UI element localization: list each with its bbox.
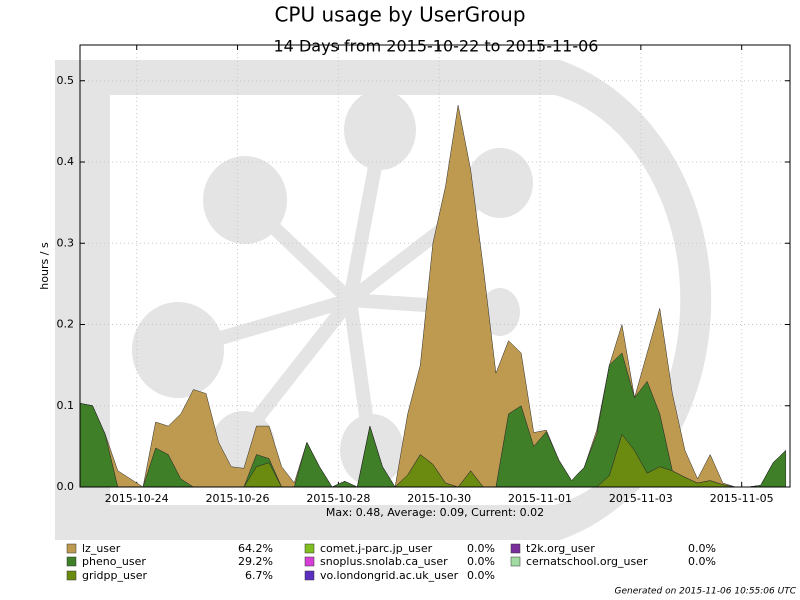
legend-share: 0.0% [467, 555, 495, 568]
legend-label: comet.j-parc.jp_user [320, 542, 433, 555]
watermark-node [467, 148, 533, 218]
legend-swatch [66, 570, 77, 581]
legend-share: 0.0% [467, 569, 495, 582]
legend-share: 6.7% [245, 569, 273, 582]
plot-frame [79, 44, 791, 488]
footer: Generated on 2015-11-06 10:55:06 UTC [615, 587, 797, 597]
y-tick-label: 0.1 [57, 399, 75, 412]
legend-share: 29.2% [238, 555, 273, 568]
legend-swatch [304, 556, 315, 567]
legend-label: gridpp_user [82, 569, 147, 582]
x-tick-label: 2015-10-24 [105, 492, 169, 505]
legend-swatch [304, 570, 315, 581]
legend-swatch [510, 543, 521, 554]
legend-label: t2k.org_user [526, 542, 595, 555]
legend-label: snoplus.snolab.ca_user [320, 555, 448, 568]
chart-title: CPU usage by UserGroup [274, 3, 525, 27]
y-axis-label: hours / s [38, 242, 51, 290]
x-tick-label: 2015-11-05 [710, 492, 774, 505]
legend: lz_user 64.2% pheno_user 29.2% gridpp_user 6.… [66, 542, 716, 582]
x-tick-label: 2015-10-28 [306, 492, 370, 505]
x-tick-label: 2015-10-26 [206, 492, 270, 505]
legend-share: 0.0% [688, 542, 716, 555]
y-tick-label: 0.5 [57, 74, 75, 87]
chart-subtitle: 14 Days from 2015-10-22 to 2015-11-06 [274, 37, 599, 56]
legend-swatch [304, 543, 315, 554]
x-tick-label: 2015-11-03 [609, 492, 673, 505]
legend-share: 0.0% [688, 555, 716, 568]
plot-area: 0.0 0.1 0.2 0.3 0.4 0.5 2015-10-24 2015-10-26 20… [57, 44, 791, 505]
y-tick-label: 0.4 [57, 155, 75, 168]
stats: Max: 0.48, Average: 0.09, Current: 0.02 [326, 506, 544, 519]
legend-swatch [510, 556, 521, 567]
legend-label: lz_user [82, 542, 121, 555]
legend-swatch [66, 543, 77, 554]
y-tick-label: 0.3 [57, 236, 75, 249]
legend-share: 0.0% [467, 542, 495, 555]
y-tick-label: 0.2 [57, 318, 75, 331]
x-tick-label: 2015-11-01 [508, 492, 572, 505]
legend-swatch [66, 556, 77, 567]
watermark-node [203, 156, 287, 244]
legend-share: 64.2% [238, 542, 273, 555]
legend-label: cernatschool.org_user [526, 555, 648, 568]
legend-label: vo.londongrid.ac.uk_user [320, 569, 459, 582]
x-tick-label: 2015-10-30 [407, 492, 471, 505]
legend-label: pheno_user [82, 555, 146, 568]
watermark-node [132, 302, 224, 398]
area [79, 105, 786, 488]
y-tick-label: 0.0 [57, 480, 75, 493]
watermark-node [344, 90, 416, 170]
